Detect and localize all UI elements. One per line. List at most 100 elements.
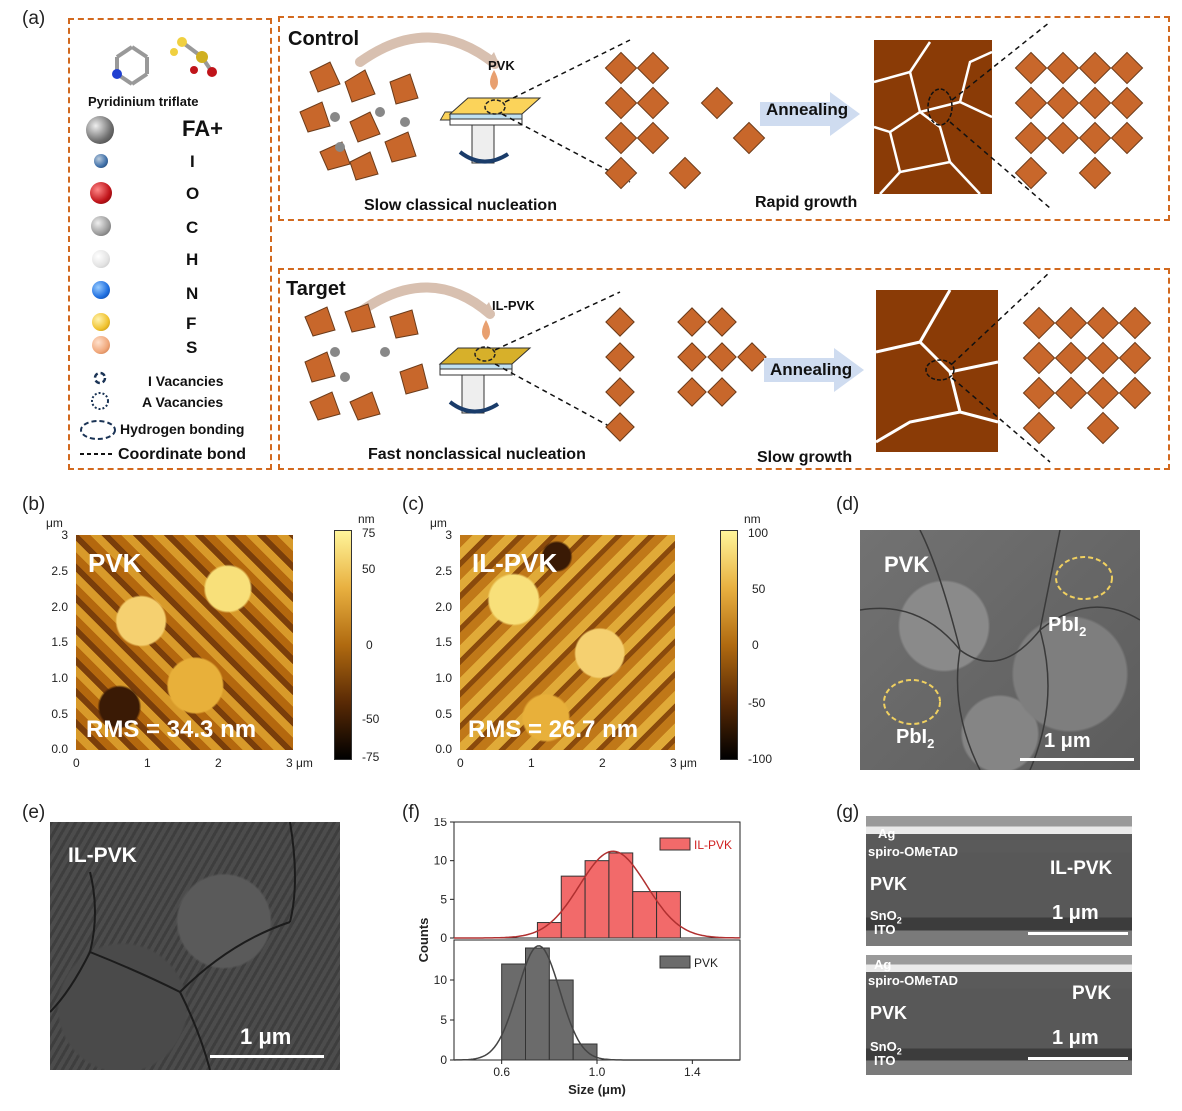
afm-c-xtick: 0 <box>457 756 464 770</box>
sem-cross-section-pvk: Ag spiro-OMeTAD PVK PVK SnO2 ITO 1 μm <box>866 955 1132 1075</box>
legend-label-o: O <box>186 184 200 203</box>
sem-e-scale-bar <box>210 1055 324 1058</box>
hydrogen-bond-icon <box>80 420 116 440</box>
afm-c-ytick: 1.0 <box>435 671 452 685</box>
n-sphere-icon <box>92 281 110 299</box>
g-bottom-sno2: SnO2 <box>870 1039 902 1057</box>
legend-box <box>68 18 272 470</box>
afm-b-ytick: 0.5 <box>51 707 68 721</box>
y-tick-label: 10 <box>434 854 448 868</box>
size-histogram-chart: 0 5 10 15 IL-PVK 0 5 10 PVK 0.6 1.0 1.4 Size (μm) Cou… <box>416 818 741 1097</box>
legend-label-c: C <box>186 218 199 237</box>
afm-c-y-axis: 3 2.5 2.0 1.5 1.0 0.5 0.0 <box>428 528 456 758</box>
histogram-bar <box>572 1043 598 1061</box>
g-bottom-pvk: PVK <box>870 1003 908 1023</box>
histogram-bar <box>608 852 634 939</box>
target-schematic <box>304 272 1152 463</box>
afm-c-ytick: 3 <box>445 528 452 542</box>
sem-e-sample: IL-PVK <box>68 844 137 867</box>
g-top-sno2: SnO2 <box>870 908 902 926</box>
g-bottom-ito: ITO <box>874 1053 896 1068</box>
afm-b-ytick: 2.5 <box>51 564 68 578</box>
afm-b-cbar-unit: nm <box>358 512 375 526</box>
afm-b-ytick: 3 <box>61 528 68 542</box>
legend-swatch <box>659 955 691 969</box>
target-growth: Slow growth <box>757 449 853 466</box>
afm-b-xtick: 0 <box>73 756 80 770</box>
afm-c-y-unit: μm <box>430 516 447 530</box>
histogram-bar <box>525 947 550 1061</box>
afm-c-colorbar <box>720 530 738 760</box>
legend-label-f: F <box>186 314 197 333</box>
afm-c-ytick: 2.5 <box>435 564 452 578</box>
legend-swatch <box>659 837 691 851</box>
afm-b-cbar-tick: 50 <box>362 562 376 576</box>
c-sphere-icon <box>91 216 111 236</box>
target-nucleation: Fast nonclassical nucleation <box>368 446 586 463</box>
afm-c-sample: IL-PVK <box>472 548 558 578</box>
molecule-icon <box>112 37 217 86</box>
sem-d-pbi-top: PbI2 <box>1048 614 1087 639</box>
g-top-spiro: spiro-OMeTAD <box>868 844 959 859</box>
g-bottom-scale-label: 1 μm <box>1052 1027 1099 1049</box>
y-tick-label: 0 <box>440 1053 447 1067</box>
legend-label-h: H <box>186 250 199 269</box>
legend-label: IL-PVK <box>694 838 732 852</box>
g-top-sample: IL-PVK <box>1050 858 1113 879</box>
sem-d-scale-label: 1 μm <box>1044 730 1091 752</box>
afm-b-xtick: 2 <box>215 756 222 770</box>
control-title: Control <box>288 28 360 50</box>
g-top-scale-label: 1 μm <box>1052 902 1099 924</box>
afm-image-il-pvk <box>460 535 675 750</box>
afm-b-rms: RMS = 34.3 nm <box>86 716 257 743</box>
afm-b-colorbar <box>334 530 352 760</box>
afm-b-ytick: 1.0 <box>51 671 68 685</box>
y-tick-label: 15 <box>434 818 448 829</box>
g-top-ito: ITO <box>874 922 896 937</box>
x-tick-label: 0.6 <box>493 1065 510 1079</box>
y-tick-label: 10 <box>434 973 448 987</box>
control-nucleation: Slow classical nucleation <box>364 197 557 214</box>
afm-c-cbar-tick: 100 <box>748 526 769 540</box>
histogram-bar <box>548 979 574 1061</box>
legend-hydrogen-bonding: Hydrogen bonding <box>120 421 245 437</box>
afm-c-cbar-tick: -50 <box>748 696 766 710</box>
sem-cross-section-il-pvk: Ag spiro-OMeTAD PVK IL-PVK SnO2 ITO 1 μm <box>866 816 1132 946</box>
control-box <box>278 16 1170 221</box>
g-bottom-spiro: spiro-OMeTAD <box>868 973 959 988</box>
histogram-bar <box>632 891 658 939</box>
legend-i-vacancies: I Vacancies <box>148 373 224 389</box>
control-drop-label: PVK <box>488 58 515 73</box>
panel-label-a: (a) <box>22 8 46 29</box>
sem-e-scale-label: 1 μm <box>240 1024 292 1049</box>
afm-image-pvk <box>76 535 293 750</box>
panel-label-d: (d) <box>836 494 860 515</box>
panel-label-g: (g) <box>836 802 860 823</box>
afm-b-ytick: 1.5 <box>51 635 68 649</box>
target-title: Target <box>286 278 346 300</box>
coordinate-bond-icon <box>80 453 114 455</box>
h-sphere-icon <box>92 250 110 268</box>
g-bottom-ag: Ag <box>874 957 892 972</box>
sem-image-pvk: PVK PbI2 PbI2 1 μm <box>860 530 1140 770</box>
afm-b-cbar-tick: 75 <box>362 526 376 540</box>
legend-a-vacancies: A Vacancies <box>142 394 224 410</box>
sem-image-il-pvk: IL-PVK 1 μm <box>50 822 340 1070</box>
sem-d-pbi-bottom: PbI2 <box>896 726 935 751</box>
afm-c-cbar-tick: 0 <box>752 638 759 652</box>
panel-label-c: (c) <box>402 494 425 515</box>
fa-sphere-icon <box>86 116 114 144</box>
legend-label-i: I <box>190 152 195 171</box>
afm-c-cbar-tick: 50 <box>752 582 766 596</box>
legend-coordinate-bond: Coordinate bond <box>118 446 246 463</box>
target-annealing: Annealing <box>770 360 853 379</box>
x-tick-label: 1.4 <box>684 1065 701 1079</box>
f-sphere-icon <box>92 313 110 331</box>
panel-label-b: (b) <box>22 494 46 515</box>
afm-b-y-axis: 3 2.5 2.0 1.5 1.0 0.5 0.0 <box>44 528 72 758</box>
afm-c-xtick: 1 <box>528 756 535 770</box>
afm-b-cbar-tick: -50 <box>362 712 380 726</box>
legend-label-fa: FA+ <box>182 116 223 141</box>
panel-label-e: (e) <box>22 802 46 823</box>
afm-c-ytick: 2.0 <box>435 600 452 614</box>
